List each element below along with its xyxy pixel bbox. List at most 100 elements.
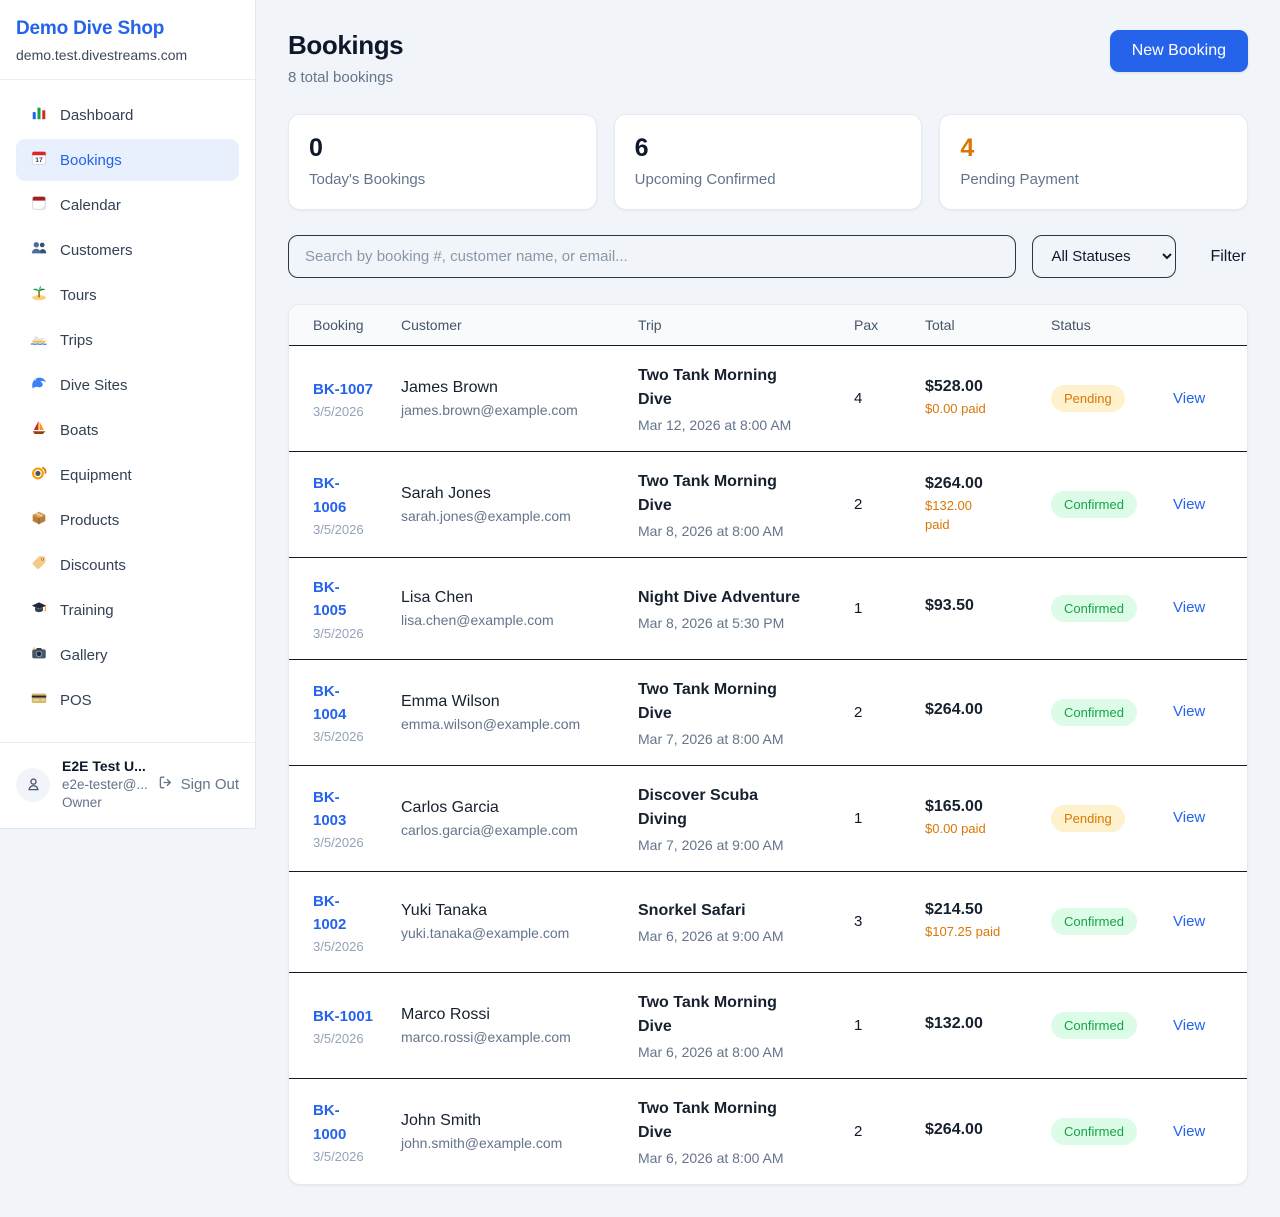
sailboat-icon	[30, 419, 48, 441]
customer-email: emma.wilson@example.com	[401, 715, 581, 732]
view-link[interactable]: View	[1173, 912, 1206, 930]
status-badge: Confirmed	[1051, 594, 1137, 622]
view-link[interactable]: View	[1173, 1122, 1206, 1140]
total-amount: $93.50	[925, 597, 974, 615]
filter-button[interactable]: Filter	[1208, 244, 1248, 270]
sidebar-item-label: Equipment	[60, 466, 132, 484]
booking-id-link[interactable]: BK- 1000	[313, 1102, 347, 1143]
total-amount: $132.00	[925, 1014, 983, 1032]
bookings-table-card: Booking Customer Trip Pax Total Status B…	[288, 304, 1248, 1185]
sidebar-item-label: Trips	[60, 331, 93, 349]
sidebar-item-discounts[interactable]: Discounts	[16, 544, 239, 586]
stat-label: Today's Bookings	[309, 171, 426, 188]
search-input[interactable]	[288, 235, 1017, 278]
stat-label: Pending Payment	[960, 171, 1079, 188]
main-content: Bookings 8 total bookings New Booking 0 …	[256, 0, 1280, 1217]
trip-datetime: Mar 6, 2026 at 8:00 AM	[638, 1044, 784, 1060]
trip-datetime: Mar 7, 2026 at 8:00 AM	[638, 730, 784, 747]
booking-id-link[interactable]: BK- 1005	[313, 579, 347, 620]
sign-out-button[interactable]: Sign Out	[157, 774, 239, 795]
sidebar-item-dive-sites[interactable]: Dive Sites	[16, 364, 239, 406]
sidebar-item-customers[interactable]: Customers	[16, 229, 239, 271]
total-bookings-count: 8 total bookings	[288, 69, 394, 86]
user-info: E2E Test U... e2e-tester@... Owner	[62, 757, 148, 812]
customer-email: james.brown@example.com	[401, 402, 578, 418]
status-badge: Confirmed	[1051, 491, 1137, 518]
status-badge: Confirmed	[1051, 908, 1137, 936]
sidebar-item-training[interactable]: Training	[16, 589, 239, 631]
stat-cards: 0 Today's Bookings 6 Upcoming Confirmed …	[288, 114, 1249, 210]
customer-email: sarah.jones@example.com	[401, 508, 571, 524]
page-title: Bookings	[288, 30, 404, 60]
view-link[interactable]: View	[1173, 599, 1206, 617]
customer-name: Emma Wilson	[401, 692, 500, 710]
table-row: BK- 1006 3/5/2026 Sarah Jones sarah.jones@…	[289, 451, 1247, 558]
credit-card-icon	[30, 689, 48, 711]
view-link[interactable]: View	[1173, 389, 1206, 407]
view-link[interactable]: View	[1173, 495, 1206, 513]
new-booking-button[interactable]: New Booking	[1109, 30, 1248, 72]
table-header-row: Booking Customer Trip Pax Total Status	[289, 305, 1247, 346]
trip-name: Two Tank Morning Dive	[638, 680, 777, 722]
customer-name: Carlos Garcia	[401, 798, 499, 816]
sidebar-item-gallery[interactable]: Gallery	[16, 634, 239, 676]
column-header-customer: Customer	[401, 305, 638, 346]
booking-id-link[interactable]: BK- 1002	[313, 892, 347, 933]
sidebar-item-pos[interactable]: POS	[16, 679, 239, 721]
user-role: Owner	[62, 795, 102, 811]
sidebar-item-label: Bookings	[60, 151, 122, 169]
trip-name: Two Tank Morning Dive	[638, 1100, 777, 1141]
sidebar-item-dashboard[interactable]: Dashboard	[16, 94, 239, 136]
sidebar-nav: Dashboard 17 Bookings Calendar Customers…	[0, 80, 255, 734]
sidebar-item-label: Customers	[60, 241, 133, 259]
filter-row: All Statuses Filter	[288, 235, 1248, 278]
customer-name: James Brown	[401, 379, 498, 396]
pax-count: 2	[854, 658, 925, 765]
speedboat-icon	[30, 329, 48, 351]
trip-name: Two Tank Morning Dive	[638, 994, 777, 1035]
booking-date: 3/5/2026	[313, 729, 364, 745]
bar-chart-icon	[30, 104, 48, 126]
customer-name: John Smith	[401, 1112, 482, 1129]
bookings-table: Booking Customer Trip Pax Total Status B…	[289, 305, 1247, 1184]
status-badge: Confirmed	[1051, 1012, 1137, 1039]
trip-datetime: Mar 12, 2026 at 8:00 AM	[638, 417, 792, 433]
svg-text:17: 17	[35, 157, 43, 164]
booking-id-link[interactable]: BK- 1004	[313, 682, 347, 723]
sidebar-item-bookings[interactable]: 17 Bookings	[16, 139, 239, 181]
booking-date: 3/5/2026	[313, 939, 364, 954]
sidebar-item-label: Tours	[60, 286, 97, 304]
pax-count: 3	[854, 870, 925, 973]
booking-id-link[interactable]: BK- 1003	[313, 788, 347, 829]
person-icon	[27, 778, 39, 791]
status-badge: Pending	[1051, 385, 1125, 412]
trip-name: Two Tank Morning Dive	[638, 473, 777, 514]
package-icon	[30, 509, 48, 531]
total-amount: $165.00	[925, 797, 983, 815]
table-row: BK- 1000 3/5/2026 John Smith john.smith@ex…	[289, 1078, 1247, 1184]
status-select[interactable]: All Statuses	[1032, 235, 1177, 278]
stat-card-pending-payment: 4 Pending Payment	[939, 114, 1249, 210]
sidebar-item-products[interactable]: Products	[16, 499, 239, 541]
sidebar-item-boats[interactable]: Boats	[16, 409, 239, 451]
booking-id-link[interactable]: BK-1007	[313, 380, 374, 398]
sidebar-item-tours[interactable]: Tours	[16, 274, 239, 316]
booking-id-link[interactable]: BK-1001	[313, 1007, 374, 1025]
camera-icon	[30, 644, 48, 666]
sidebar-item-calendar[interactable]: Calendar	[16, 184, 239, 226]
trip-name: Snorkel Safari	[638, 902, 746, 920]
sidebar-item-equipment[interactable]: Equipment	[16, 454, 239, 496]
stat-value: 4	[960, 134, 975, 162]
view-link[interactable]: View	[1173, 703, 1206, 720]
total-amount: $264.00	[925, 701, 983, 718]
sidebar-item-trips[interactable]: Trips	[16, 319, 239, 361]
view-link[interactable]: View	[1173, 1016, 1206, 1034]
diving-mask-icon	[30, 464, 48, 486]
column-header-booking: Booking	[289, 305, 401, 346]
pax-count: 1	[854, 972, 925, 1079]
sidebar-item-label: Training	[60, 601, 114, 619]
table-row: BK- 1004 3/5/2026 Emma Wilson emma.wilson@…	[289, 658, 1247, 765]
view-link[interactable]: View	[1173, 809, 1206, 826]
calendar-date-icon: 17	[30, 149, 48, 171]
booking-id-link[interactable]: BK- 1006	[313, 475, 347, 516]
